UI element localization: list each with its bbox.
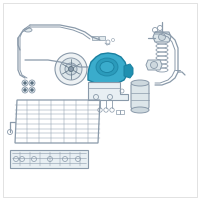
Circle shape [24, 88, 26, 92]
Polygon shape [88, 82, 128, 100]
Circle shape [55, 53, 87, 85]
Ellipse shape [96, 58, 118, 76]
Circle shape [106, 87, 110, 91]
Ellipse shape [24, 28, 32, 32]
Bar [116, 110, 120, 114]
Circle shape [22, 80, 28, 86]
Circle shape [30, 82, 34, 84]
Polygon shape [88, 53, 127, 84]
Polygon shape [124, 64, 133, 78]
Circle shape [68, 66, 74, 72]
Polygon shape [103, 84, 113, 88]
Ellipse shape [131, 80, 149, 86]
Polygon shape [131, 83, 149, 110]
Polygon shape [153, 32, 171, 42]
Circle shape [24, 82, 26, 84]
Circle shape [158, 33, 166, 40]
Ellipse shape [100, 62, 114, 72]
Circle shape [29, 80, 35, 86]
Circle shape [30, 88, 34, 92]
Polygon shape [99, 36, 105, 40]
Circle shape [65, 63, 77, 75]
Polygon shape [146, 60, 162, 70]
Circle shape [151, 62, 158, 68]
Circle shape [60, 58, 82, 80]
Ellipse shape [131, 107, 149, 113]
Polygon shape [92, 36, 98, 40]
Circle shape [22, 87, 28, 93]
Bar [120, 110, 124, 114]
Circle shape [29, 87, 35, 93]
Polygon shape [10, 150, 88, 168]
